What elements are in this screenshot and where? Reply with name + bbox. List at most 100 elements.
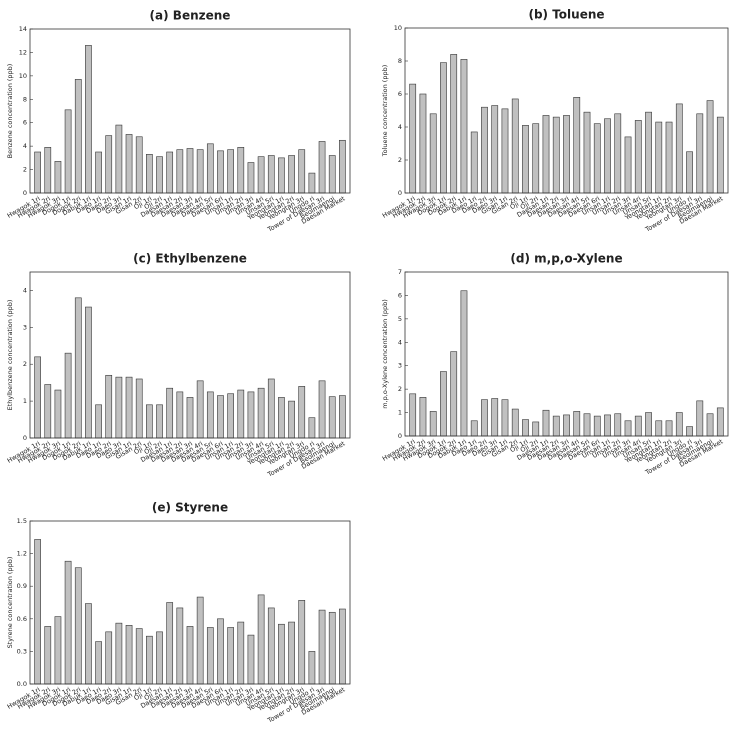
y-tick-label: 0.9: [17, 582, 27, 590]
bar: [166, 387, 174, 439]
bar: [267, 607, 275, 685]
y-tick-label: 4: [23, 286, 27, 294]
bar: [64, 352, 72, 439]
bar: [573, 411, 581, 437]
bar: [267, 378, 275, 439]
bar: [257, 156, 265, 194]
y-tick-label: 12: [19, 48, 27, 56]
bar: [105, 631, 113, 685]
bar: [522, 125, 529, 194]
plot-frame: [404, 27, 729, 194]
bar: [429, 411, 437, 437]
bar: [156, 404, 163, 439]
bar: [614, 113, 622, 194]
bar: [532, 123, 540, 194]
bar: [227, 627, 234, 685]
y-tick-label: 2: [23, 166, 27, 174]
bar: [34, 356, 41, 439]
y-tick-label: 3: [23, 323, 27, 331]
chart-title: (b) Toluene: [528, 8, 604, 22]
y-tick-label: 2: [398, 385, 402, 393]
bar: [85, 45, 92, 194]
bar: [450, 351, 458, 437]
bar: [552, 415, 560, 437]
bar: [64, 109, 72, 194]
bar: [604, 414, 611, 437]
plot-frame: [404, 271, 729, 437]
y-tick-label: 6: [398, 90, 402, 98]
y-tick-label: 0: [23, 434, 27, 442]
y-tick-label: 10: [394, 24, 402, 32]
bar: [328, 396, 336, 439]
bar: [522, 419, 529, 437]
bar: [696, 113, 704, 194]
bar: [135, 378, 143, 439]
bar: [85, 603, 92, 685]
bar: [247, 162, 255, 194]
bar: [409, 83, 417, 194]
bar: [125, 376, 133, 439]
bar: [675, 412, 683, 437]
bar: [563, 414, 570, 437]
bar: [95, 151, 102, 194]
bar: [511, 408, 519, 437]
bar: [64, 560, 72, 685]
y-tick-label: 7: [398, 268, 402, 276]
bar: [552, 116, 560, 194]
bar: [308, 417, 316, 439]
bar: [54, 616, 62, 685]
bar: [645, 412, 652, 437]
y-tick-label: 4: [398, 338, 402, 346]
bar: [237, 621, 245, 685]
bar: [176, 607, 184, 685]
bar: [491, 105, 499, 194]
bar: [481, 106, 488, 194]
y-tick-label: 1.2: [17, 550, 27, 558]
y-tick-label: 4: [398, 123, 402, 131]
y-tick-label: 10: [19, 72, 27, 80]
bar: [511, 98, 519, 194]
bar: [146, 404, 153, 439]
bar: [593, 415, 601, 437]
bar: [573, 97, 581, 194]
bar: [634, 415, 642, 437]
y-tick-label: 2: [398, 156, 402, 164]
bar: [217, 618, 224, 685]
bar: [318, 380, 326, 439]
bar: [665, 420, 673, 437]
bar: [542, 115, 550, 194]
bar: [85, 306, 92, 439]
bar: [675, 103, 683, 194]
y-axis-label: Styrene concentration (ppb): [6, 557, 14, 649]
bar: [542, 409, 550, 437]
bar: [186, 148, 194, 194]
y-tick-label: 1: [398, 409, 402, 417]
bar: [105, 374, 113, 439]
bar: [176, 149, 184, 194]
bar: [115, 124, 123, 194]
y-axis-label: Ethylbenzene concentration (ppb): [6, 300, 14, 411]
bar: [267, 155, 275, 194]
bar: [257, 594, 265, 685]
bar: [54, 161, 62, 194]
chart-title: (a) Benzene: [150, 9, 231, 23]
bar: [186, 626, 194, 685]
bar: [624, 136, 632, 194]
y-tick-label: 1.5: [17, 517, 27, 525]
bar: [440, 371, 447, 437]
bar: [247, 391, 255, 439]
chart-title: (c) Ethylbenzene: [133, 252, 247, 266]
bar: [604, 118, 611, 194]
bar: [186, 397, 194, 439]
bar: [308, 651, 316, 685]
chart-title: (d) m,p,o-Xylene: [510, 252, 622, 266]
bar: [278, 397, 285, 439]
bar: [176, 391, 184, 439]
bar: [288, 621, 295, 685]
bar: [593, 123, 601, 194]
bar: [227, 149, 234, 194]
y-tick-label: 0.6: [17, 615, 27, 623]
y-axis-label: Toluene concentration (ppb): [381, 65, 389, 158]
y-tick-label: 0.3: [17, 647, 27, 655]
